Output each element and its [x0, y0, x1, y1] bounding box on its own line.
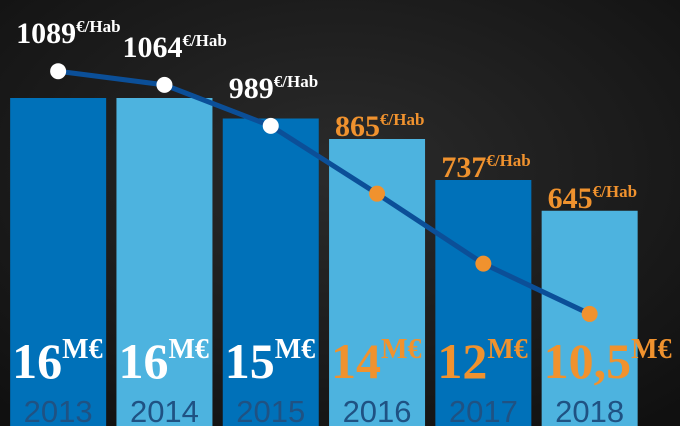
- line-marker: [475, 255, 492, 272]
- bar-value: 14: [331, 333, 381, 389]
- line-value-label: 865€/Hab: [335, 110, 424, 143]
- bar: [116, 98, 213, 426]
- line-value-label: 1089€/Hab: [16, 17, 120, 50]
- bar-unit: M€: [487, 334, 527, 365]
- line-unit: €/Hab: [274, 72, 318, 91]
- line-unit: €/Hab: [486, 151, 530, 170]
- line-marker: [581, 305, 598, 322]
- x-tick-label: 2018: [555, 394, 624, 426]
- bar-value: 10,5: [544, 333, 632, 389]
- line-unit: €/Hab: [182, 31, 226, 50]
- line: [57, 68, 591, 317]
- line-unit: €/Hab: [380, 110, 424, 129]
- bar-value-label: 16M€: [12, 333, 102, 389]
- line-value: 1089: [16, 17, 76, 50]
- line-unit: €/Hab: [76, 17, 120, 36]
- line-value-label: 737€/Hab: [441, 151, 530, 184]
- line-value: 989: [229, 72, 274, 105]
- bar-value: 16: [12, 333, 62, 389]
- bar: [10, 98, 107, 426]
- x-tick-label: 2016: [343, 394, 412, 426]
- line-marker: [369, 185, 386, 202]
- x-tick-label: 2014: [130, 394, 199, 426]
- line-unit: €/Hab: [593, 182, 637, 201]
- bar-value: 15: [225, 333, 275, 389]
- line-value-label: 989€/Hab: [229, 72, 318, 105]
- line-marker: [262, 117, 279, 134]
- line-value: 645: [548, 182, 593, 215]
- bar-value: 12: [437, 333, 487, 389]
- x-tick-label: 2013: [24, 394, 93, 426]
- x-tick-label: 2015: [236, 394, 305, 426]
- bar-value: 16: [118, 333, 168, 389]
- line-marker: [156, 76, 173, 93]
- bar-unit: M€: [381, 334, 421, 365]
- line-value: 865: [335, 110, 380, 143]
- bar-value-label: 16M€: [118, 333, 208, 389]
- line-value: 737: [441, 151, 486, 184]
- line-marker: [50, 63, 67, 80]
- bar-unit: M€: [275, 334, 315, 365]
- bar-unit: M€: [168, 334, 208, 365]
- bar-value-label: 14M€: [331, 333, 421, 389]
- line-value-label: 645€/Hab: [548, 182, 637, 215]
- x-tick-label: 2017: [449, 394, 518, 426]
- bar: [435, 180, 532, 426]
- line-value-label: 1064€/Hab: [122, 31, 226, 64]
- bar-unit: M€: [62, 334, 102, 365]
- line-value: 1064: [122, 31, 182, 64]
- bar-value-label: 15M€: [225, 333, 315, 389]
- bar: [222, 118, 319, 426]
- bar-value-label: 12M€: [437, 333, 527, 389]
- bar-value-label: 10,5M€: [544, 333, 672, 389]
- bar-unit: M€: [631, 334, 671, 365]
